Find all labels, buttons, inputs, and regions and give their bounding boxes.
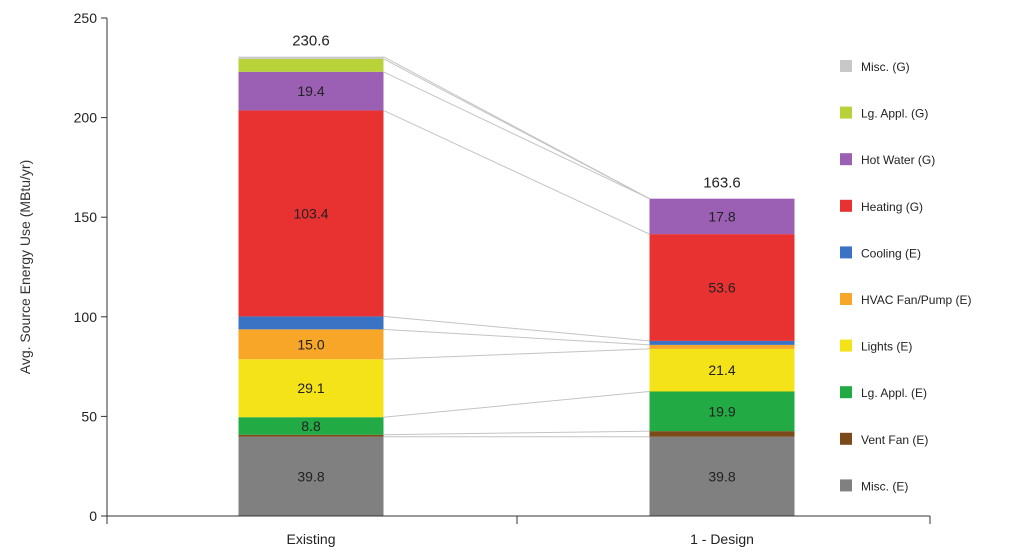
bar-segment-lg-appl-e-1	[238, 417, 384, 435]
connector-line-heating-g	[383, 109, 650, 235]
data-label-lg-appl-e-2: 19.9	[708, 403, 735, 419]
legend-label-hvac-fan-pump-e: HVAC Fan/Pump (E)	[861, 293, 971, 307]
legend-swatch-misc-e	[840, 479, 852, 492]
bar-segment-lights-e-2	[649, 348, 795, 392]
y-axis-title: Avg. Source Energy Use (MBtu/yr)	[17, 160, 33, 374]
data-label-misc-e-1: 39.8	[297, 468, 324, 484]
axes-group: 0 50 100 150 200 250 Existing 1 - Design Avg. So…	[17, 10, 931, 547]
legend-swatch-lg-appl-e	[840, 386, 852, 399]
legend-swatch-hvac-fan-pump-e	[840, 293, 852, 305]
y-tick-label-150: 150	[74, 209, 98, 225]
y-tick-label-0: 0	[89, 508, 97, 524]
bars-group	[238, 56, 795, 516]
bar-segment-lights-e-1	[238, 359, 384, 418]
legend-swatch-lights-e	[840, 339, 852, 352]
connector-line-lights-e	[383, 348, 650, 360]
legend-label-misc-g: Misc. (G)	[861, 60, 910, 74]
connector-lines	[383, 56, 650, 438]
y-tick-label-50: 50	[81, 408, 97, 424]
data-label-hot-water-g-2: 17.8	[708, 208, 735, 224]
bar-segment-lg-appl-g-1	[238, 58, 384, 72]
y-tick-label-250: 250	[74, 10, 98, 26]
bar-segment-hot-water-g-1	[238, 71, 384, 111]
legend-swatch-lg-appl-g	[840, 106, 852, 119]
y-tick-label-100: 100	[74, 309, 98, 325]
bar-segment-misc-e-1	[238, 436, 384, 516]
bar-segment-cooling-e-2	[649, 340, 795, 345]
data-label-hot-water-g-1: 19.4	[297, 83, 324, 99]
bar-segment-heating-g-1	[238, 110, 384, 317]
legend-label-lg-appl-g: Lg. Appl. (G)	[861, 107, 928, 121]
data-label-lights-e-1: 29.1	[297, 380, 324, 396]
labels-group: 39.8 8.8 29.1 15.0 103.4 19.4 230.6 39.8 19.9 21.…	[292, 33, 741, 485]
connector-line-lg-appl-e	[383, 391, 650, 418]
connector-line-hot-water-g	[383, 71, 650, 200]
legend-swatch-misc-g	[840, 60, 852, 72]
legend-label-lg-appl-e: Lg. Appl. (E)	[861, 386, 927, 400]
bar-segment-heating-g-2	[649, 234, 795, 341]
y-tick-label-200: 200	[74, 110, 98, 126]
legend-swatch-hot-water-g	[840, 153, 852, 166]
bar-segment-hvac-fan-pump-e-1	[238, 329, 384, 360]
bar-segment-misc-g-1	[238, 56, 384, 59]
total-label-2: 163.6	[703, 175, 741, 192]
legend-label-heating-g: Heating (G)	[861, 200, 923, 214]
bar-segment-cooling-e-1	[238, 316, 384, 330]
total-label-1: 230.6	[292, 33, 330, 50]
legend-swatch-cooling-e	[840, 246, 852, 259]
data-label-heating-g-1: 103.4	[293, 205, 328, 221]
legend: Misc. (G) Lg. Appl. (G) Hot Water (G) Heati…	[840, 60, 971, 493]
bar-segment-hot-water-g-2	[649, 198, 795, 235]
connector-line-hvac-fan-pump-e	[383, 328, 650, 346]
connector-line-vent-fan-e	[383, 430, 650, 436]
legend-swatch-heating-g	[840, 199, 852, 212]
x-tick-label-2: 1 - Design	[690, 531, 754, 547]
connector-line-misc-g	[383, 56, 650, 200]
data-label-heating-g-2: 53.6	[708, 280, 735, 296]
data-label-lights-e-2: 21.4	[708, 362, 735, 378]
bar-segment-misc-e-2	[649, 436, 795, 516]
data-label-lg-appl-e-1: 8.8	[301, 418, 321, 434]
connector-line-cooling-e	[383, 315, 650, 342]
legend-swatch-vent-fan-e	[840, 432, 852, 445]
data-label-hvac-fan-pump-e-1: 15.0	[297, 336, 324, 352]
legend-label-vent-fan-e: Vent Fan (E)	[861, 433, 928, 447]
legend-label-hot-water-g: Hot Water (G)	[861, 153, 935, 167]
bar-segment-vent-fan-e-1	[238, 434, 384, 437]
bar-segment-hvac-fan-pump-e-2	[649, 344, 795, 349]
x-tick-label-1: Existing	[286, 531, 335, 547]
legend-label-cooling-e: Cooling (E)	[861, 246, 921, 260]
data-label-misc-e-2: 39.8	[708, 468, 735, 484]
legend-label-lights-e: Lights (E)	[861, 340, 912, 354]
legend-label-misc-e: Misc. (E)	[861, 479, 908, 493]
bar-segment-lg-appl-e-2	[649, 391, 795, 432]
bar-segment-vent-fan-e-2	[649, 431, 795, 437]
